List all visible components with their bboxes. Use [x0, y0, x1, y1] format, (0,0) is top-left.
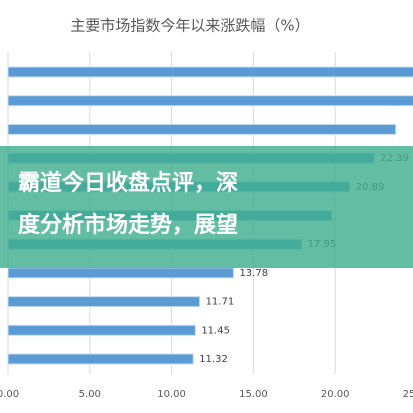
- x-tick-label: 15.00: [239, 389, 268, 400]
- value-label: 11.71: [206, 297, 235, 308]
- value-label: 11.45: [201, 325, 230, 336]
- bar: [7, 66, 413, 78]
- bar: [7, 267, 234, 279]
- bar: [7, 123, 397, 135]
- overlay-band: [0, 146, 413, 268]
- overlay-text: 度分析市场走势，展望: [18, 212, 238, 238]
- overlay-text: 霸道今日收盘点评，深: [18, 170, 238, 196]
- bar: [7, 353, 194, 365]
- x-tick-label: 5.00: [79, 389, 101, 400]
- bar: [7, 324, 196, 336]
- bar: [7, 296, 201, 308]
- x-tick-label: 10.00: [157, 389, 186, 400]
- bar: [7, 95, 413, 107]
- x-tick-label: 20.00: [321, 389, 350, 400]
- value-label: 13.78: [239, 268, 268, 279]
- x-tick-label: 0.00: [0, 389, 19, 400]
- chart-title: 主要市场指数今年以来涨跌幅（%）: [70, 17, 309, 35]
- value-label: 11.32: [199, 354, 228, 365]
- x-tick-label: 25.00: [403, 389, 413, 400]
